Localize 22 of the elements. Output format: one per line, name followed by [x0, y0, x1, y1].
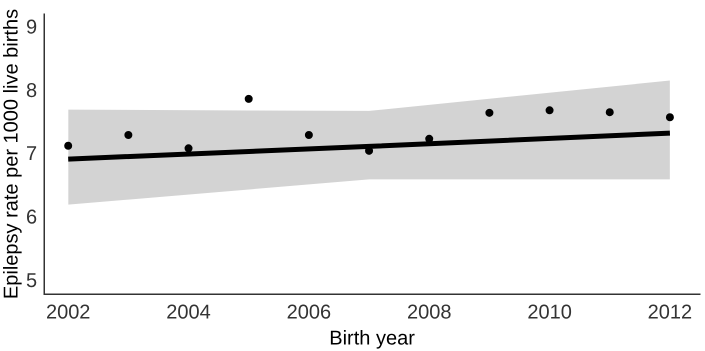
x-tick-label: 2004 — [166, 302, 211, 324]
y-tick-label: 5 — [26, 270, 38, 292]
point — [606, 108, 614, 116]
x-tick-label: 2012 — [648, 302, 692, 324]
point — [184, 144, 193, 152]
x-tick-label: 2008 — [406, 302, 452, 324]
point — [666, 113, 674, 122]
x-axis-title: Birth year — [329, 328, 416, 350]
point — [124, 130, 132, 139]
y-tick-label: 9 — [26, 16, 38, 38]
y-axis-title: Epilepsy rate per 1000 live births — [0, 8, 23, 300]
point — [64, 142, 72, 150]
y-tick-label: 8 — [26, 80, 38, 102]
point — [244, 94, 253, 103]
x-tick-label: 2010 — [527, 302, 572, 324]
x-tick-label: 2006 — [286, 302, 332, 324]
point — [485, 108, 494, 117]
point — [304, 130, 313, 139]
point — [546, 106, 554, 114]
y-tick-label: 7 — [26, 143, 38, 166]
y-tick-label: 6 — [26, 206, 38, 228]
x-tick-label: 2002 — [46, 302, 90, 324]
